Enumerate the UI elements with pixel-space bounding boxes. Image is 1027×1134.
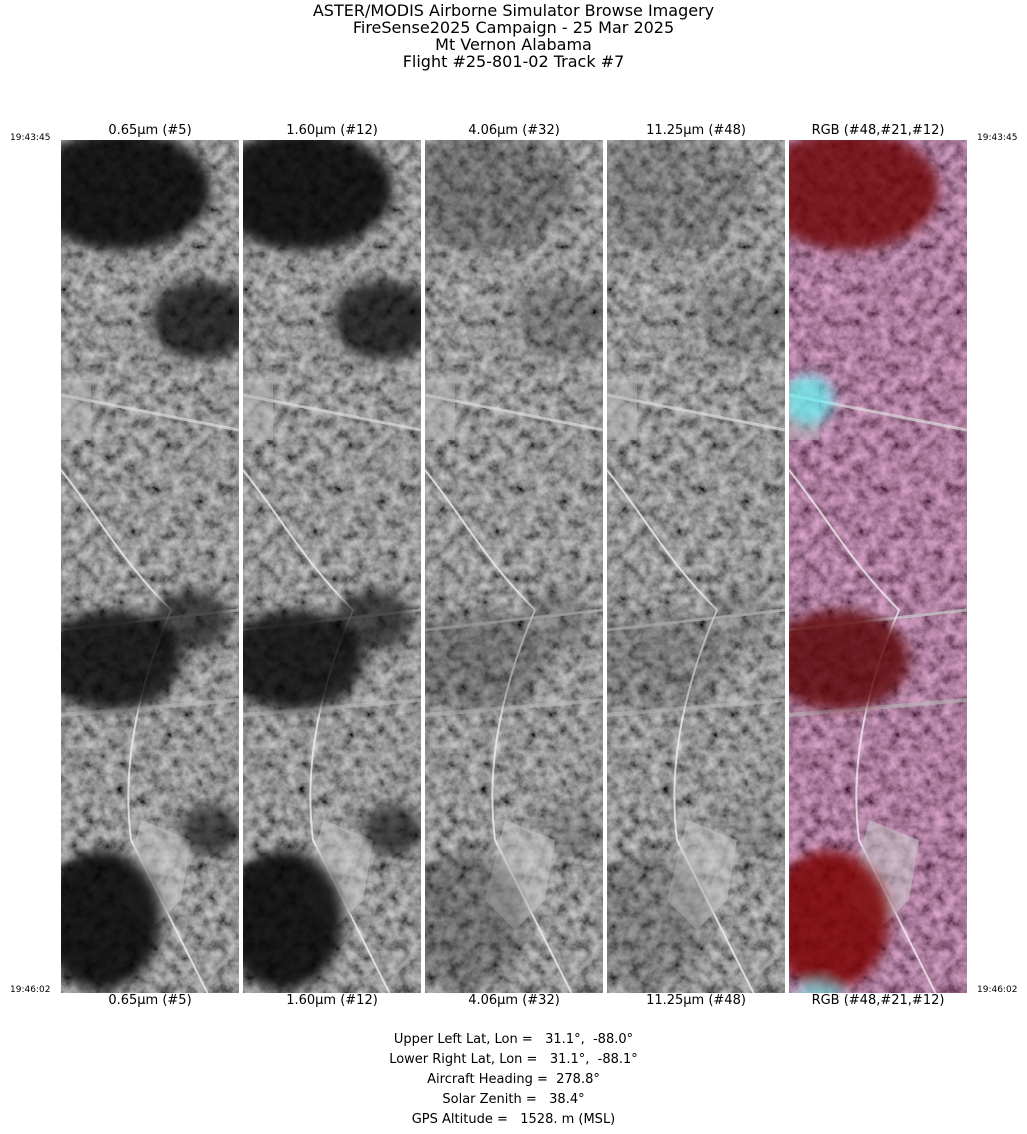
info-line: Aircraft Heading = 278.8° [427,1072,600,1087]
panel-label: RGB (#48,#21,#12) [811,123,945,138]
panel-label: 11.25μm (#48) [646,123,746,138]
band-panel [607,140,785,993]
end-time: 19:46:02 [10,985,51,995]
title-line: ASTER/MODIS Airborne Simulator Browse Im… [312,1,715,20]
title-line: Mt Vernon Alabama [435,35,592,54]
rgb-panel [789,140,967,993]
panel-label: 0.65μm (#5) [108,993,192,1008]
start-time: 19:43:45 [10,133,51,143]
panel-label: 0.65μm (#5) [108,123,192,138]
panel-label: 1.60μm (#12) [286,993,378,1008]
info-line: Upper Left Lat, Lon = 31.1°, -88.0° [393,1032,634,1047]
band-panel [243,140,421,993]
panel-label: 4.06μm (#32) [468,123,560,138]
band-panel [61,140,239,993]
end-time: 19:46:02 [977,985,1018,995]
panel-label: 4.06μm (#32) [468,993,560,1008]
panel-label: 11.25μm (#48) [646,993,746,1008]
panel-label: 1.60μm (#12) [286,123,378,138]
title-line: Flight #25-801-02 Track #7 [402,52,625,71]
start-time: 19:43:45 [977,133,1018,143]
info-line: Solar Zenith = 38.4° [442,1092,585,1107]
title-line: FireSense2025 Campaign - 25 Mar 2025 [352,18,675,37]
info-line: Lower Right Lat, Lon = 31.1°, -88.1° [389,1052,638,1067]
info-line: GPS Altitude = 1528. m (MSL) [411,1112,616,1127]
band-panel [425,140,603,993]
panel-label: RGB (#48,#21,#12) [811,993,945,1008]
